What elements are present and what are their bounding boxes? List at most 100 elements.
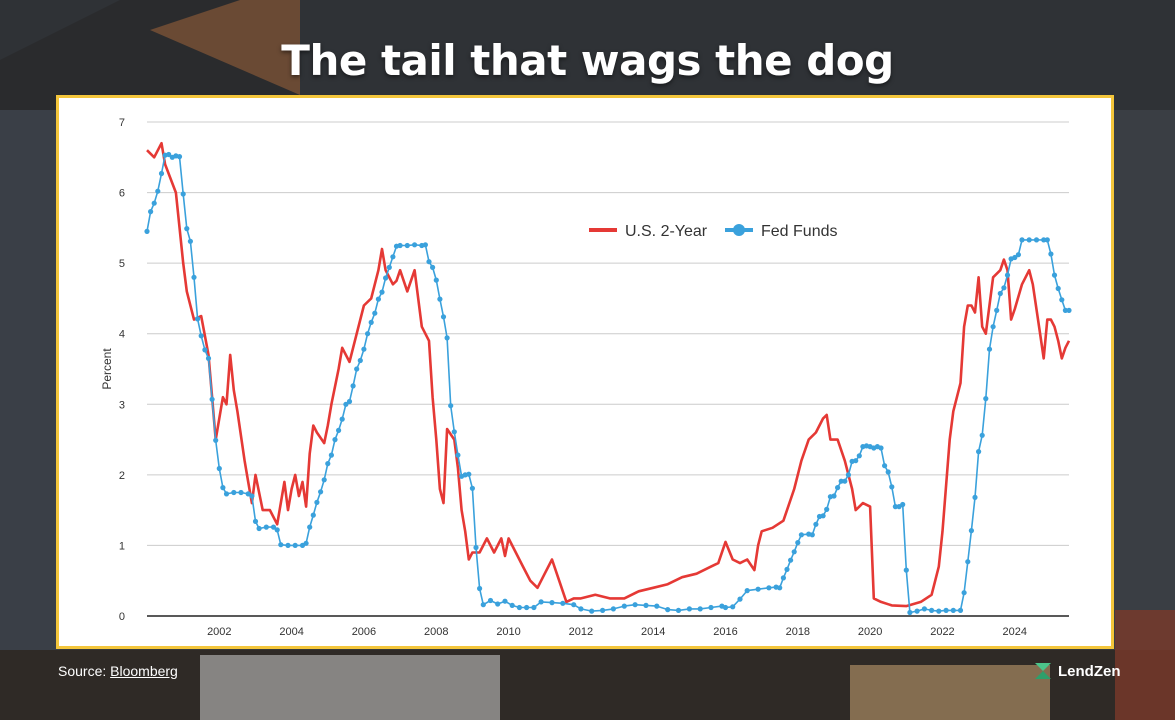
data-point-fed-funds — [368, 319, 374, 325]
y-axis-label: Percent — [100, 348, 114, 390]
data-point-fed-funds — [549, 600, 555, 606]
data-point-fed-funds — [1051, 272, 1058, 278]
data-point-fed-funds — [675, 607, 682, 613]
data-point-fed-funds — [1066, 307, 1072, 313]
data-point-fed-funds — [979, 432, 985, 438]
data-point-fed-funds — [632, 602, 638, 608]
brand-logo: LendZen — [1034, 662, 1121, 680]
data-point-fed-funds — [495, 601, 501, 607]
data-point-fed-funds — [144, 228, 150, 234]
data-point-fed-funds — [480, 602, 486, 608]
x-tick-label: 2014 — [641, 626, 665, 638]
data-point-fed-funds — [238, 489, 244, 496]
x-tick-label: 2016 — [713, 626, 737, 638]
data-point-fed-funds — [986, 346, 993, 352]
data-point-fed-funds — [256, 525, 262, 532]
y-tick-label: 6 — [119, 188, 125, 200]
data-point-fed-funds — [853, 458, 859, 464]
data-point-fed-funds — [1062, 307, 1068, 313]
data-point-fed-funds — [1044, 237, 1050, 243]
data-point-fed-funds — [1041, 237, 1047, 243]
data-point-fed-funds — [697, 606, 703, 612]
legend-label-u-s-2-year: U.S. 2-Year — [625, 223, 708, 240]
data-point-fed-funds — [404, 242, 410, 249]
data-point-fed-funds — [835, 485, 841, 491]
source-link[interactable]: Bloomberg — [110, 663, 178, 679]
data-point-fed-funds — [274, 527, 280, 533]
data-point-fed-funds — [907, 609, 913, 616]
data-point-fed-funds — [343, 401, 349, 407]
data-point-fed-funds — [191, 274, 197, 280]
data-point-fed-funds — [213, 437, 219, 443]
data-point-fed-funds — [950, 607, 956, 613]
data-point-fed-funds — [176, 154, 183, 160]
data-point-fed-funds — [820, 513, 826, 519]
data-point-fed-funds — [148, 209, 154, 215]
x-tick-label: 2004 — [279, 626, 303, 638]
y-tick-label: 3 — [119, 399, 125, 411]
data-point-fed-funds — [885, 469, 891, 475]
data-point-fed-funds — [737, 596, 743, 602]
data-point-fed-funds — [809, 532, 815, 538]
data-point-fed-funds — [292, 542, 298, 548]
y-tick-label: 2 — [119, 470, 125, 482]
data-point-fed-funds — [184, 226, 190, 232]
data-point-fed-funds — [997, 290, 1003, 297]
data-point-fed-funds — [516, 604, 522, 611]
data-point-fed-funds — [386, 264, 392, 270]
data-point-fed-funds — [336, 427, 342, 433]
data-point-fed-funds — [325, 461, 331, 467]
data-point-fed-funds — [882, 463, 888, 469]
data-point-fed-funds — [187, 238, 193, 244]
data-point-fed-funds — [921, 606, 928, 612]
data-point-fed-funds — [965, 559, 971, 565]
x-tick-label: 2018 — [786, 626, 810, 638]
data-point-fed-funds — [390, 254, 396, 260]
data-point-fed-funds — [1048, 251, 1054, 257]
data-point-fed-funds — [209, 396, 215, 402]
data-point-fed-funds — [708, 604, 714, 611]
data-point-fed-funds — [365, 331, 371, 337]
data-point-fed-funds — [538, 599, 544, 605]
data-point-fed-funds — [155, 188, 161, 194]
data-point-fed-funds — [610, 606, 617, 612]
x-tick-label: 2024 — [1003, 626, 1027, 638]
data-point-fed-funds — [957, 607, 964, 613]
data-point-fed-funds — [372, 310, 378, 316]
data-point-fed-funds — [845, 472, 852, 478]
data-point-fed-funds — [766, 585, 772, 591]
data-point-fed-funds — [357, 357, 363, 364]
data-point-fed-funds — [466, 471, 472, 477]
data-point-fed-funds — [914, 608, 920, 614]
data-point-fed-funds — [889, 484, 895, 490]
data-point-fed-funds — [307, 524, 313, 530]
data-point-fed-funds — [838, 478, 844, 484]
y-tick-label: 1 — [119, 540, 125, 552]
data-point-fed-funds — [744, 588, 750, 594]
data-point-fed-funds — [303, 540, 309, 546]
x-tick-label: 2008 — [424, 626, 448, 638]
data-point-fed-funds — [350, 383, 356, 389]
data-point-fed-funds — [249, 493, 255, 499]
data-point-fed-funds — [166, 151, 172, 158]
data-point-fed-funds — [430, 264, 436, 270]
data-point-fed-funds — [195, 316, 201, 322]
data-point-fed-funds — [451, 429, 457, 435]
data-point-fed-funds — [784, 566, 790, 572]
y-tick-label: 4 — [119, 329, 125, 341]
x-tick-label: 2006 — [352, 626, 376, 638]
data-point-fed-funds — [842, 478, 848, 484]
data-point-fed-funds — [383, 275, 389, 281]
data-point-fed-funds — [589, 608, 595, 614]
data-point-fed-funds — [1033, 237, 1040, 243]
data-point-fed-funds — [943, 607, 949, 613]
data-point-fed-funds — [791, 549, 797, 555]
data-point-fed-funds — [263, 524, 269, 530]
line-chart: 0 1 2 3 4 5 6 7 2002 2004 2006 2008 2010 2012 2014 2016… — [100, 117, 1072, 638]
series-line-fed-funds — [146, 153, 1069, 614]
data-point-fed-funds — [151, 200, 157, 206]
data-point-fed-funds — [455, 452, 461, 458]
data-point-fed-funds — [878, 445, 884, 451]
brand-name: LendZen — [1058, 662, 1121, 680]
data-point-fed-funds — [231, 489, 237, 496]
